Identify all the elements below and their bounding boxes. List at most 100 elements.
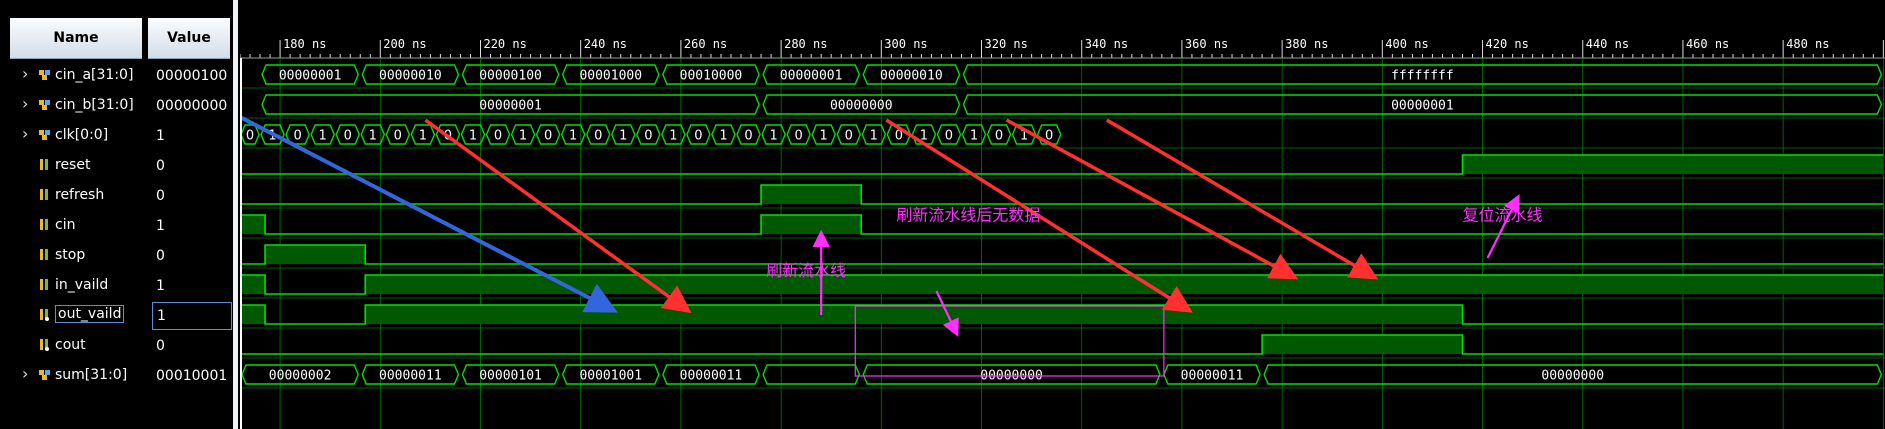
time-ruler[interactable] (240, 0, 1885, 58)
clk-segment[interactable] (636, 124, 661, 145)
bus-segment[interactable] (561, 364, 660, 385)
clk-segment[interactable] (936, 124, 962, 145)
bit-waveform-out_vaild[interactable] (240, 304, 1884, 325)
clk-segment[interactable] (385, 124, 411, 145)
clk-segment[interactable] (961, 124, 987, 145)
clk-segment[interactable] (811, 124, 836, 145)
bit-waveform-cin[interactable] (240, 214, 1884, 235)
expand-chevron-icon[interactable]: › (22, 64, 29, 83)
expand-chevron-icon[interactable]: › (22, 364, 29, 383)
bus-segment[interactable] (662, 364, 760, 385)
bus-segment[interactable] (862, 64, 961, 85)
signal-value-text: 00000000 (156, 98, 228, 114)
bit-waveform-cout[interactable] (240, 334, 1884, 355)
signal-row-reset[interactable]: reset (0, 150, 146, 180)
clk-segment[interactable] (410, 124, 436, 145)
clk-segment[interactable] (460, 124, 486, 145)
clk-value-label: 0 (845, 129, 853, 144)
bus-segment[interactable] (561, 64, 660, 85)
bus-segment[interactable] (762, 94, 961, 115)
high-level-fill (761, 185, 862, 204)
clk-segment[interactable] (786, 124, 811, 145)
clk-value-label: 0 (544, 129, 552, 144)
clk-value-label: 0 (594, 129, 602, 144)
clk-segment[interactable] (435, 124, 461, 145)
signal-value-cell[interactable]: 00000000 (152, 92, 230, 118)
expand-chevron-icon[interactable]: › (22, 124, 29, 143)
waveform-area[interactable]: 180 ns 200 ns 220 ns 240 ns 260 ns 280 ns 300 … (240, 0, 1885, 429)
signal-value-cell[interactable]: 1 (152, 302, 232, 330)
bit-waveform-in_vaild[interactable] (240, 274, 1884, 295)
signal-row-clk[interactable]: › clk[0:0] (0, 120, 146, 150)
clk-segment[interactable] (610, 124, 636, 145)
clk-segment[interactable] (335, 124, 361, 145)
signal-row-refresh[interactable]: refresh (0, 180, 146, 210)
name-column-header[interactable]: Name (10, 18, 142, 59)
value-column-header[interactable]: Value (148, 18, 230, 59)
signal-row-cin[interactable]: cin (0, 210, 146, 240)
clk-segment[interactable] (661, 124, 686, 145)
signal-row-stop[interactable]: stop (0, 240, 146, 270)
signal-value-cell[interactable]: 1 (152, 272, 230, 298)
clk-segment[interactable] (535, 124, 561, 145)
clk-segment[interactable] (560, 124, 586, 145)
clk-segment[interactable] (861, 124, 887, 145)
clk-segment[interactable] (711, 124, 736, 145)
clk-segment[interactable] (836, 124, 862, 145)
clk-segment[interactable] (360, 124, 386, 145)
signal-name-label: cout (55, 337, 86, 353)
bus-segment[interactable] (762, 64, 861, 85)
clk-segment[interactable] (986, 124, 1012, 145)
bit-waveform-stop[interactable] (240, 244, 1884, 265)
bus-segment[interactable] (241, 364, 360, 385)
time-tick-label: 400 ns (1385, 37, 1428, 51)
bus-value-label: 00000011 (680, 369, 743, 384)
bus-segment[interactable] (261, 94, 760, 115)
bus-segment[interactable] (461, 364, 560, 385)
signal-row-out_vaild[interactable]: out_vaild (0, 300, 146, 330)
signal-value-cell[interactable]: 1 (152, 122, 230, 148)
annotation-label: 复位流水线 (1462, 206, 1542, 225)
clk-segment[interactable] (1036, 124, 1062, 145)
signal-value-panel (146, 0, 238, 429)
signal-value-cell[interactable]: 0 (152, 332, 230, 358)
signal-value-cell[interactable]: 0 (152, 182, 230, 208)
signal-value-cell[interactable]: 00000100 (152, 62, 230, 88)
clk-segment[interactable] (510, 124, 536, 145)
expand-chevron-icon[interactable]: › (22, 94, 29, 113)
clk-segment[interactable] (485, 124, 511, 145)
clk-segment[interactable] (240, 124, 260, 145)
signal-value-cell[interactable]: 0 (152, 152, 230, 178)
bit-waveform-refresh[interactable] (240, 184, 1884, 205)
bus-segment[interactable] (361, 64, 460, 85)
clk-value-label: 0 (246, 129, 254, 144)
signal-row-cin_a[interactable]: › cin_a[31:0] (0, 60, 146, 90)
clk-value-label: 0 (344, 129, 352, 144)
clk-segment[interactable] (911, 124, 937, 145)
bus-segment[interactable] (662, 64, 760, 85)
signal-value-cell[interactable]: 00010001 (152, 362, 230, 388)
bus-segment[interactable] (261, 64, 360, 85)
bus-segment[interactable] (1163, 364, 1261, 385)
signal-row-sum[interactable]: › sum[31:0] (0, 360, 146, 390)
bus-segment[interactable] (461, 64, 560, 85)
signal-value-cell[interactable]: 1 (152, 212, 230, 238)
signal-row-cin_b[interactable]: › cin_b[31:0] (0, 90, 146, 120)
clk-segment[interactable] (761, 124, 786, 145)
clk-segment[interactable] (585, 124, 611, 145)
signal-row-in_vaild[interactable]: in_vaild (0, 270, 146, 300)
clk-segment[interactable] (736, 124, 761, 145)
signal-value-cell[interactable]: 0 (152, 242, 230, 268)
bus-segment[interactable] (962, 94, 1883, 115)
bus-segment[interactable] (361, 364, 460, 385)
clk-segment[interactable] (260, 124, 285, 145)
clk-value-label: 1 (369, 129, 377, 144)
clk-segment[interactable] (686, 124, 711, 145)
bus-segment[interactable] (1263, 364, 1883, 385)
bus-segment[interactable] (762, 364, 861, 385)
bit-waveform-reset[interactable] (240, 154, 1884, 175)
clk-segment[interactable] (310, 124, 335, 145)
bus-segment[interactable] (862, 364, 1161, 385)
bus-segment[interactable] (962, 64, 1883, 85)
signal-row-cout[interactable]: cout (0, 330, 146, 360)
